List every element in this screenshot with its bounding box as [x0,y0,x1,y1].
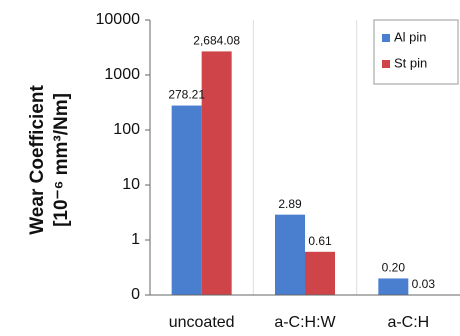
y-tick-label: 10000 [96,11,141,28]
y-tick-label: 1000 [104,66,140,83]
bars [171,51,409,295]
legend-box [373,19,459,85]
legend-label: Al pin [394,29,427,44]
bar [305,251,335,295]
y-tick-label: 1 [131,231,140,248]
y-axis-title: [10⁻⁶ mm³/Nm] [51,93,72,227]
y-tick-label: 0 [131,286,140,303]
legend-label: St pin [394,55,427,70]
value-label: 0.03 [412,277,436,291]
value-label: 2.89 [278,197,302,211]
bar [275,214,305,295]
value-label: 0.61 [308,234,332,248]
y-tick-label: 10 [122,176,140,193]
y-axis-title: Wear Coefficient [27,85,48,235]
bar [378,278,409,295]
bar [201,51,232,295]
x-tick-label: a-C:H [387,314,429,331]
value-label: 2,684.08 [193,34,240,48]
legend-swatch [382,60,390,68]
bar [171,105,202,295]
x-tick-label: a-C:H:W [274,314,336,331]
value-label: 0.20 [382,261,406,275]
legend-swatch [382,34,390,42]
x-tick-label: uncoated [169,314,235,331]
value-label: 278.21 [168,88,205,102]
y-tick-label: 100 [113,121,140,138]
